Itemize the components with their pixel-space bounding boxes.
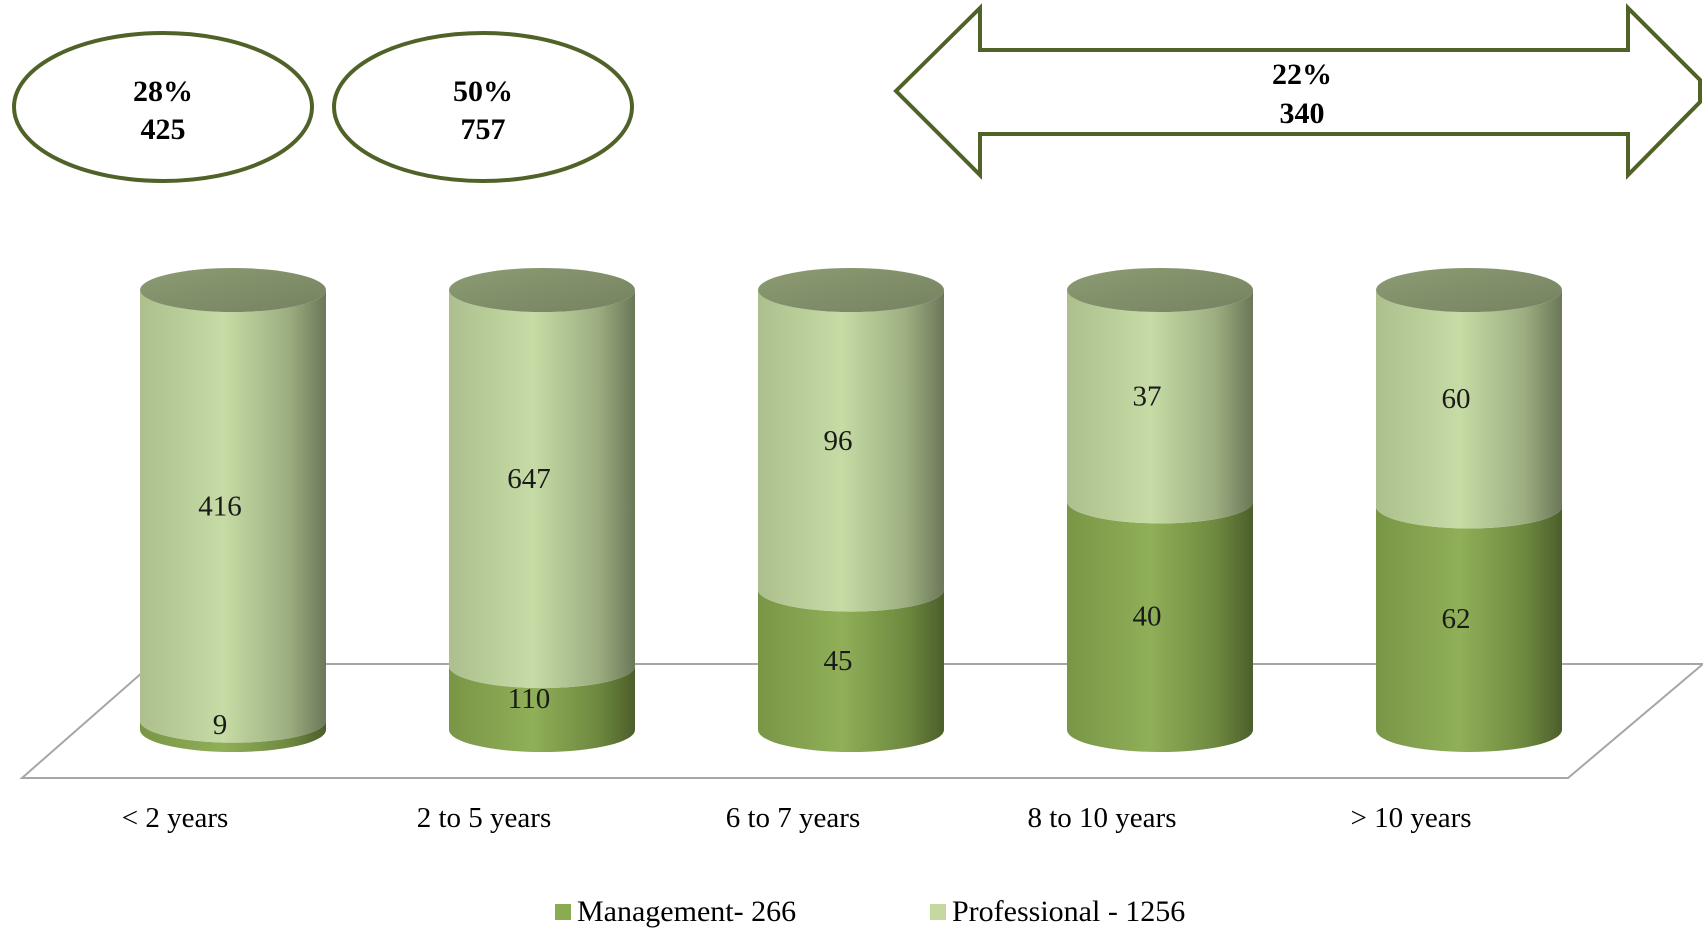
cylinder-bar: 40 37 [1067,268,1253,752]
bar-segment [449,666,635,752]
bar-top-cap [758,268,944,312]
legend-swatch [555,904,571,920]
category-axis: < 2 years 2 to 5 years 6 to 7 years 8 to 10… [122,802,1472,834]
annotation-ellipse: 28%425 [12,31,314,183]
bar-segment [1376,506,1562,752]
annotation-percent: 50% [453,75,513,108]
bar-segment [140,290,326,743]
data-label: 9 [213,709,228,741]
bar-segment [1067,501,1253,752]
data-label: 37 [1133,381,1162,413]
data-label: 40 [1133,601,1162,633]
bar-top-cap [1067,268,1253,312]
bar-segment [1376,290,1562,529]
bar-top-cap [1376,268,1562,312]
legend: Management- 266 Professional - 1256 [555,895,1185,928]
bar-top-cap [140,268,326,312]
cylinder-bar: 110 647 [449,268,635,752]
cylinder-bar: 62 60 [1376,268,1562,752]
legend-label: Management- 266 [577,895,796,928]
bar-segment [758,589,944,752]
bar-segment [140,720,326,752]
data-label: 110 [508,683,550,715]
bars-layer: 9 416 110 647 45 96 40 37 62 60 [140,268,1562,752]
data-label: 647 [507,463,551,495]
cylinder-bar: 45 96 [758,268,944,752]
tick-label: 8 to 10 years [1028,802,1177,834]
annotation-ellipse: 50%757 [332,31,634,183]
tick-label: < 2 years [122,802,229,834]
annotation-value: 757 [461,113,506,146]
annotation-arrow: 22%340 [893,3,1702,180]
annotation-value: 340 [1280,97,1325,130]
tick-label: 6 to 7 years [726,802,861,834]
annotation-percent: 22% [1272,58,1332,91]
legend-entry: Professional - 1256 [930,895,1185,928]
legend-entry: Management- 266 [555,895,796,928]
cylinder-bar: 9 416 [140,268,326,752]
data-label: 45 [824,645,853,677]
bar-segment [449,290,635,689]
annotation-percent: 28% [133,75,193,108]
chart-floor [19,663,1703,779]
tick-label: 2 to 5 years [417,802,552,834]
data-label: 96 [824,425,853,457]
legend-swatch [930,904,946,920]
data-label: 60 [1442,383,1471,415]
data-label: 416 [198,490,242,522]
tick-label: > 10 years [1350,802,1471,834]
bar-segment [758,290,944,612]
legend-label: Professional - 1256 [952,895,1185,928]
bar-segment [1067,290,1253,524]
annotation-value: 425 [141,113,186,146]
bar-top-cap [449,268,635,312]
data-label: 62 [1442,603,1471,635]
